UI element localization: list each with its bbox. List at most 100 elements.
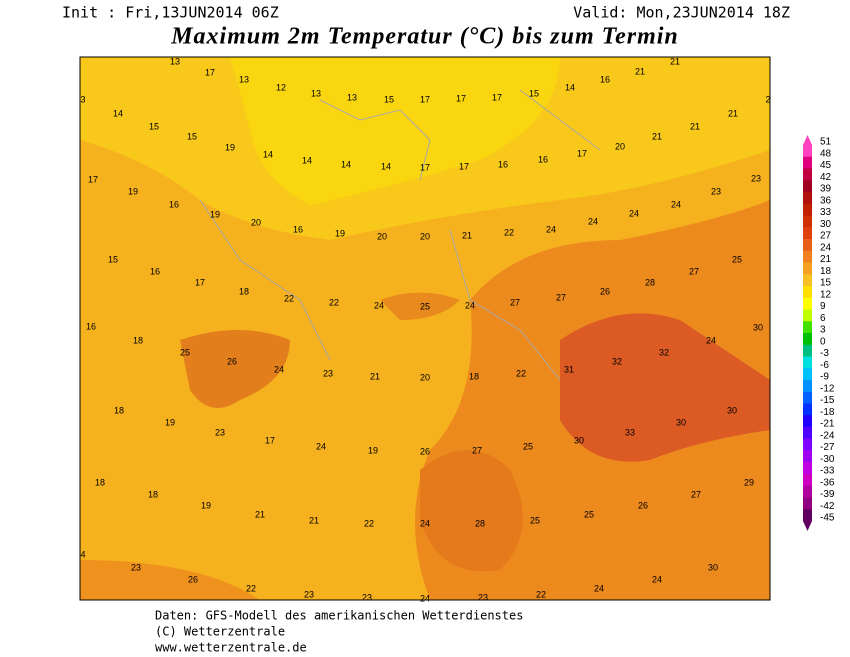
temperature-label: 26 bbox=[420, 446, 430, 456]
colorbar-label: -30 bbox=[820, 454, 835, 465]
colorbar-label: 21 bbox=[820, 254, 832, 265]
temperature-label: 25 bbox=[584, 509, 594, 519]
temperature-label: 29 bbox=[744, 477, 754, 487]
temperature-label: 23 bbox=[478, 592, 488, 602]
temperature-label: 15 bbox=[108, 254, 118, 264]
colorbar-top-arrow bbox=[803, 135, 812, 145]
temperature-label: 16 bbox=[293, 224, 303, 234]
temperature-label: 21 bbox=[635, 66, 645, 76]
temperature-label: 14 bbox=[381, 161, 391, 171]
temperature-label: 20 bbox=[615, 141, 625, 151]
temperature-label: 24 bbox=[374, 300, 384, 310]
temperature-label: 24 bbox=[652, 574, 662, 584]
colorbar-label: 24 bbox=[820, 242, 832, 253]
temperature-label: 25 bbox=[420, 301, 430, 311]
colorbar-swatch bbox=[803, 427, 812, 440]
colorbar-label: -27 bbox=[820, 442, 835, 453]
temperature-label: 18 bbox=[148, 489, 158, 499]
temperature-label: 26 bbox=[227, 356, 237, 366]
temperature-label: 17 bbox=[88, 174, 98, 184]
temperature-label: 24 bbox=[420, 518, 430, 528]
temperature-label: 16 bbox=[86, 321, 96, 331]
colorbar-swatch bbox=[803, 450, 812, 463]
colorbar-label: -39 bbox=[820, 489, 835, 500]
colorbar-swatch bbox=[803, 321, 812, 334]
temperature-label: 24 bbox=[420, 593, 430, 603]
temperature-label: 19 bbox=[201, 500, 211, 510]
init-time: Init : Fri,13JUN2014 06Z bbox=[62, 4, 279, 22]
temperature-label: 30 bbox=[727, 405, 737, 415]
temperature-label: 23 bbox=[304, 589, 314, 599]
temperature-label: 24 bbox=[629, 208, 639, 218]
temperature-label: 25 bbox=[732, 254, 742, 264]
footer-url: www.wetterzentrale.de bbox=[155, 641, 307, 655]
temperature-label: 13 bbox=[347, 92, 357, 102]
temperature-label: 19 bbox=[165, 417, 175, 427]
colorbar-label: 36 bbox=[820, 195, 832, 206]
temperature-label: 18 bbox=[239, 286, 249, 296]
colorbar-label: 0 bbox=[820, 336, 826, 347]
colorbar-swatch bbox=[803, 368, 812, 381]
colorbar-swatch bbox=[803, 403, 812, 416]
colorbar-swatch bbox=[803, 192, 812, 205]
temperature-label: 19 bbox=[128, 186, 138, 196]
colorbar-swatch bbox=[803, 180, 812, 193]
map-frame bbox=[79, 56, 771, 601]
temperature-label: 25 bbox=[523, 441, 533, 451]
colorbar-label: 27 bbox=[820, 231, 832, 242]
colorbar-label: 51 bbox=[820, 137, 832, 148]
temperature-label: 32 bbox=[659, 347, 669, 357]
colorbar-label: -21 bbox=[820, 419, 835, 430]
colorbar-swatch bbox=[803, 391, 812, 404]
temperature-label: 25 bbox=[530, 515, 540, 525]
temperature-label: 26 bbox=[600, 286, 610, 296]
temperature-label: 23 bbox=[751, 173, 761, 183]
temperature-label: 30 bbox=[753, 322, 763, 332]
temperature-label: 30 bbox=[574, 435, 584, 445]
map-title: Maximum 2m Temperatur (°C) bis zum Termi… bbox=[170, 24, 679, 50]
colorbar-label: -33 bbox=[820, 466, 835, 477]
temperature-label: 33 bbox=[625, 427, 635, 437]
temperature-label: 30 bbox=[708, 562, 718, 572]
colorbar-swatch bbox=[803, 415, 812, 428]
colorbar-swatch bbox=[803, 344, 812, 357]
temperature-label: 24 bbox=[588, 216, 598, 226]
colorbar-label: -6 bbox=[820, 360, 829, 371]
temperature-label: 17 bbox=[265, 435, 275, 445]
colorbar-bottom-arrow bbox=[803, 521, 812, 531]
temperature-label: 32 bbox=[612, 356, 622, 366]
temperature-label: 24 bbox=[546, 224, 556, 234]
temperature-label: 19 bbox=[225, 142, 235, 152]
colorbar-label: -18 bbox=[820, 407, 835, 418]
temperature-label: 21 bbox=[690, 121, 700, 131]
colorbar-label: -36 bbox=[820, 477, 835, 488]
footer-source: Daten: GFS-Modell des amerikanischen Wet… bbox=[155, 609, 523, 623]
colorbar-label: -24 bbox=[820, 430, 835, 441]
colorbar-swatch bbox=[803, 438, 812, 451]
temperature-label: 27 bbox=[689, 266, 699, 276]
colorbar-label: 9 bbox=[820, 301, 826, 312]
temperature-label: 30 bbox=[676, 417, 686, 427]
temperature-label: 20 bbox=[251, 217, 261, 227]
colorbar-label: -3 bbox=[820, 348, 829, 359]
colorbar-swatch bbox=[803, 145, 812, 158]
colorbar-label: 39 bbox=[820, 184, 832, 195]
colorbar-label: 33 bbox=[820, 207, 832, 218]
colorbar-swatch bbox=[803, 356, 812, 369]
footer-copyright: (C) Wetterzentrale bbox=[155, 625, 285, 639]
temperature-label: 21 bbox=[652, 131, 662, 141]
temperature-label: 23 bbox=[711, 186, 721, 196]
temperature-label: 24 bbox=[594, 583, 604, 593]
temperature-label: 31 bbox=[564, 364, 574, 374]
temperature-label: 15 bbox=[384, 94, 394, 104]
colorbar-label: 6 bbox=[820, 313, 826, 324]
temperature-label: 14 bbox=[302, 155, 312, 165]
temperature-label: 16 bbox=[498, 159, 508, 169]
temperature-label: 15 bbox=[529, 88, 539, 98]
temperature-label: 24 bbox=[706, 335, 716, 345]
temperature-label: 14 bbox=[341, 159, 351, 169]
colorbar-label: -45 bbox=[820, 513, 835, 524]
temperature-label: 16 bbox=[169, 199, 179, 209]
temperature-label: 17 bbox=[456, 93, 466, 103]
